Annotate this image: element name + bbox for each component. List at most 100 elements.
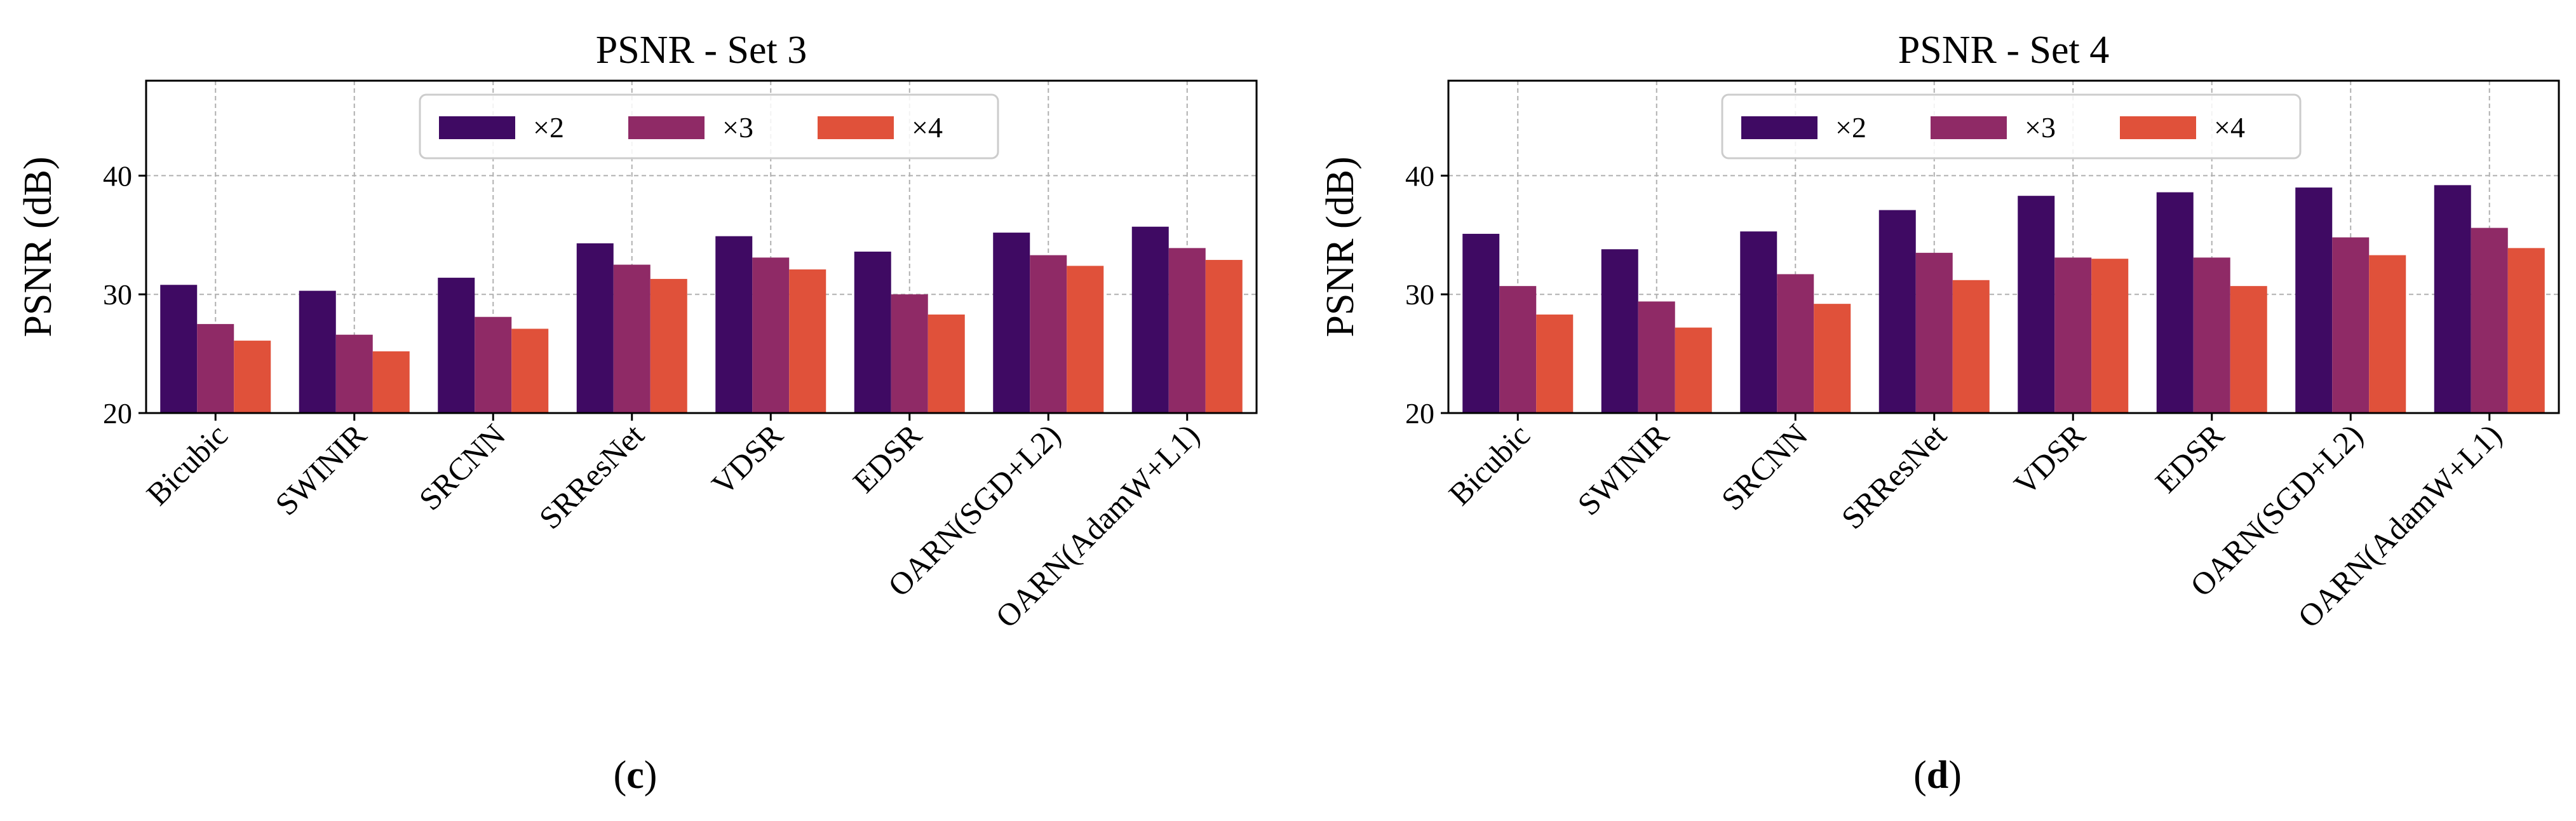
x-tick-label: Bicubic — [139, 417, 234, 512]
bar-srresnet-series-3 — [650, 278, 687, 413]
x-tick-label: EDSR — [846, 417, 929, 499]
bar-bicubic-series-3 — [1536, 314, 1574, 413]
caption-close-paren: ) — [1948, 754, 1962, 797]
bar-oarn-sgd-l2--series-3 — [2369, 255, 2406, 413]
y-ticks: 20 30 40 — [103, 159, 146, 430]
y-tick-label: 30 — [1405, 278, 1434, 311]
bar-oarn-sgd-l2--series-2 — [2332, 237, 2370, 413]
legend-swatch-1 — [439, 116, 515, 139]
bars — [1462, 185, 2545, 413]
bar-oarn-sgd-l2--series-3 — [1067, 266, 1104, 413]
bar-srcnn-series-3 — [1814, 304, 1851, 413]
bar-srresnet-series-1 — [1878, 210, 1916, 413]
bar-oarn-sgd-l2--series-1 — [993, 233, 1030, 413]
caption-letter: c — [626, 754, 644, 797]
bar-bicubic-series-1 — [160, 285, 198, 413]
bar-vdsr-series-1 — [2018, 196, 2055, 413]
bars — [160, 226, 1243, 413]
x-tick-label: SRCNN — [1715, 417, 1814, 517]
bar-vdsr-series-3 — [2091, 259, 2129, 413]
bar-bicubic-series-3 — [234, 341, 271, 413]
legend-swatch-2 — [1931, 116, 2007, 139]
x-tick-label: SRResNet — [532, 417, 651, 536]
legend-entry-1: ×2 — [533, 111, 564, 144]
bar-swinir-series-3 — [372, 351, 410, 413]
bar-swinir-series-2 — [335, 334, 373, 413]
legend-entry-3: ×4 — [912, 111, 943, 144]
y-tick-label: 40 — [1405, 159, 1434, 192]
bar-srcnn-series-3 — [511, 329, 549, 413]
bar-srcnn-series-2 — [1777, 274, 1814, 413]
bar-srcnn-series-1 — [438, 278, 475, 413]
bar-swinir-series-2 — [1638, 301, 1675, 413]
caption-open-paren: ( — [1913, 754, 1927, 797]
x-tick-label: SWINIR — [1570, 417, 1676, 522]
bar-edsr-series-3 — [927, 314, 965, 413]
legend-swatch-3 — [2120, 116, 2196, 139]
bar-oarn-adamw-l1--series-2 — [2471, 227, 2508, 413]
caption-open-paren: ( — [614, 754, 627, 797]
bar-vdsr-series-2 — [2054, 257, 2092, 413]
bar-srresnet-series-2 — [613, 264, 651, 413]
panel-caption: (d) — [1913, 754, 1962, 797]
y-tick-label: 30 — [103, 278, 132, 311]
y-ticks: 20 30 40 — [1405, 159, 1448, 430]
bar-srresnet-series-1 — [576, 243, 614, 413]
panel-caption: (c) — [614, 754, 657, 797]
legend-entry-1: ×2 — [1835, 111, 1866, 144]
chart-panel-2: PSNR - Set 4 PSNR (dB) 20 30 40 Bicubic SWINIR… — [1319, 29, 2560, 797]
bar-vdsr-series-2 — [752, 257, 790, 413]
bar-swinir-series-1 — [1601, 249, 1638, 413]
bar-vdsr-series-1 — [715, 236, 753, 413]
legend-swatch-3 — [818, 116, 894, 139]
bar-oarn-adamw-l1--series-3 — [2507, 248, 2545, 413]
bar-edsr-series-1 — [854, 251, 891, 413]
plot-frame — [145, 79, 1258, 414]
x-tick-label: SWINIR — [268, 417, 374, 522]
bar-edsr-series-2 — [2193, 257, 2230, 413]
bar-srcnn-series-1 — [1740, 231, 1777, 413]
bar-srresnet-series-3 — [1952, 280, 1990, 413]
legend-box — [1721, 93, 2302, 159]
legend-entry-3: ×4 — [2214, 111, 2245, 144]
y-axis-label: PSNR (dB) — [1319, 156, 1362, 337]
caption-close-paren: ) — [644, 754, 657, 797]
bar-bicubic-series-2 — [197, 323, 234, 413]
bar-edsr-series-2 — [891, 294, 928, 413]
chart-panel-1: PSNR - Set 3 PSNR (dB) 20 30 40 Bicubic SWINIR… — [17, 29, 1258, 797]
caption-letter: d — [1927, 754, 1948, 797]
x-tick-label: SRResNet — [1835, 417, 1953, 536]
x-ticks: Bicubic SWINIR SRCNN SRResNet VDSR EDSROARN(S… — [1441, 413, 2509, 634]
legend-box — [419, 93, 999, 159]
x-tick-label: EDSR — [2148, 417, 2231, 499]
x-tick-label: Bicubic — [1441, 417, 1537, 512]
legend: ×2 ×3 ×4 — [419, 93, 999, 159]
bar-vdsr-series-3 — [789, 269, 826, 413]
bar-srresnet-series-2 — [1915, 252, 1953, 413]
bar-oarn-adamw-l1--series-3 — [1205, 260, 1243, 413]
legend-entry-2: ×3 — [722, 111, 753, 144]
bar-swinir-series-1 — [299, 290, 336, 413]
y-tick-label: 20 — [1405, 397, 1434, 430]
x-tick-label: VDSR — [705, 417, 790, 502]
x-ticks: Bicubic SWINIR SRCNN SRResNet VDSR EDSROARN(S… — [139, 413, 1206, 634]
x-tick-label: VDSR — [2007, 417, 2092, 502]
bar-edsr-series-1 — [2156, 192, 2194, 413]
bar-srcnn-series-2 — [475, 316, 512, 413]
legend-entry-2: ×3 — [2025, 111, 2056, 144]
x-tick-label: SRCNN — [412, 417, 512, 517]
y-tick-label: 40 — [103, 159, 132, 192]
legend-swatch-2 — [628, 116, 705, 139]
bar-oarn-adamw-l1--series-2 — [1168, 248, 1206, 413]
legend-swatch-1 — [1741, 116, 1817, 139]
bar-edsr-series-3 — [2230, 286, 2267, 413]
bar-bicubic-series-1 — [1462, 233, 1500, 413]
y-tick-label: 20 — [103, 397, 132, 430]
bar-bicubic-series-2 — [1499, 286, 1537, 413]
bar-oarn-adamw-l1--series-1 — [2434, 185, 2471, 413]
bar-oarn-adamw-l1--series-1 — [1131, 226, 1169, 413]
y-axis-label: PSNR (dB) — [17, 156, 60, 337]
bar-oarn-sgd-l2--series-2 — [1030, 255, 1067, 413]
plot-frame — [1447, 79, 2560, 414]
